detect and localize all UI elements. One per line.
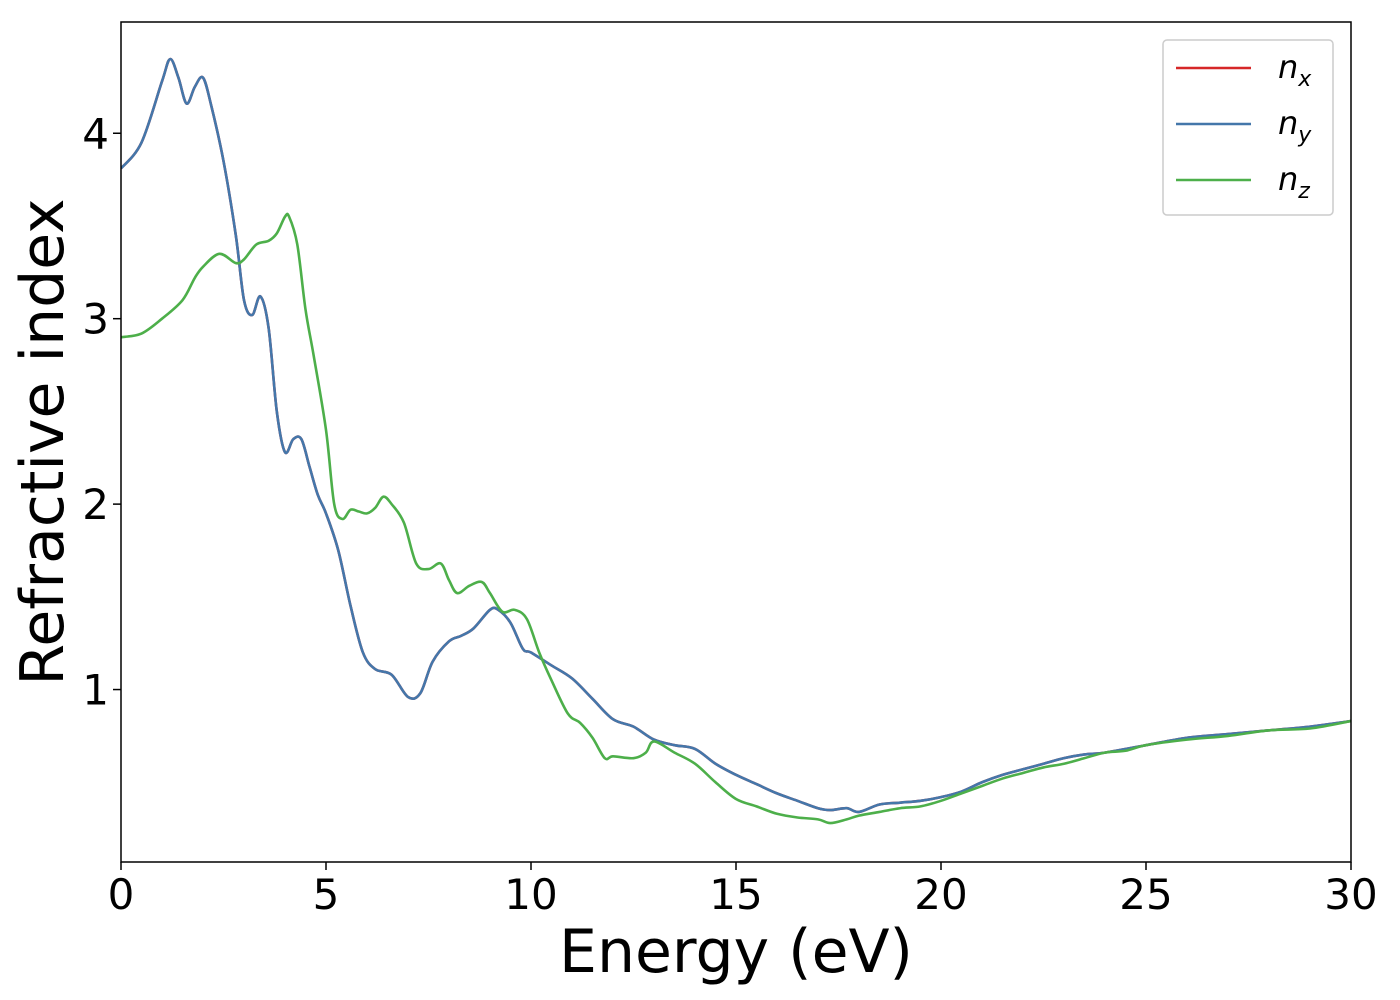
x-tick-label: 30	[1324, 870, 1377, 919]
x-tick-label: 15	[709, 870, 762, 919]
plot-background	[121, 22, 1351, 862]
x-tick-label: 0	[108, 870, 135, 919]
x-tick-label: 5	[313, 870, 340, 919]
legend-label-z: nz	[1278, 160, 1310, 204]
legend-label-y: ny	[1278, 104, 1312, 148]
y-axis-label: Refractive index	[8, 198, 78, 685]
y-tick-label: 2	[82, 480, 109, 529]
x-axis-label: Energy (eV)	[559, 917, 913, 987]
x-tick-label: 20	[914, 870, 967, 919]
y-tick-label: 3	[82, 295, 109, 344]
legend-label-x: nx	[1278, 48, 1312, 92]
series-line-y	[121, 57, 1351, 814]
x-tick-label: 10	[504, 870, 557, 919]
series-line-z	[121, 212, 1351, 825]
x-tick-label: 25	[1119, 870, 1172, 919]
legend: nx ny nz	[1162, 39, 1334, 216]
y-tick-label: 1	[82, 666, 109, 715]
legend-box	[1162, 39, 1334, 216]
y-tick-label: 4	[82, 109, 109, 158]
